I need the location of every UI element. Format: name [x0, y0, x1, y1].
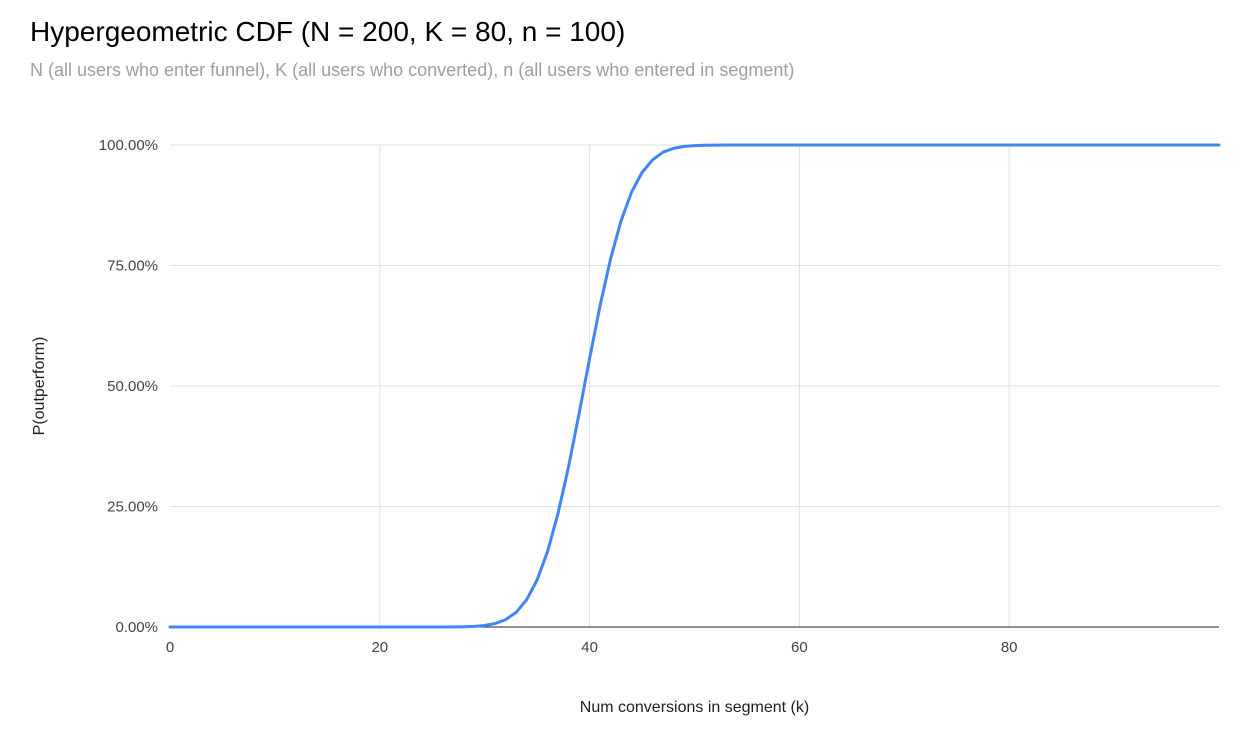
x-tick-label: 60: [791, 639, 808, 656]
x-tick-label: 20: [371, 639, 388, 656]
y-tick-label: 25.00%: [107, 499, 158, 516]
cdf-series-line: [168, 143, 1221, 629]
y-axis-title: P(outperform): [31, 337, 48, 436]
y-tick-label: 100.00%: [99, 137, 158, 154]
y-tick-label: 50.00%: [107, 378, 158, 395]
y-tick-label: 75.00%: [107, 258, 158, 275]
x-tick-label: 0: [166, 639, 174, 656]
x-tick-label: 80: [1001, 639, 1018, 656]
chart-title: Hypergeometric CDF (N = 200, K = 80, n =…: [30, 16, 626, 47]
y-tick-label: 0.00%: [115, 619, 158, 636]
chart-subtitle: N (all users who enter funnel), K (all u…: [30, 60, 795, 80]
x-tick-label: 40: [581, 639, 598, 656]
x-axis-title: Num conversions in segment (k): [580, 699, 809, 716]
